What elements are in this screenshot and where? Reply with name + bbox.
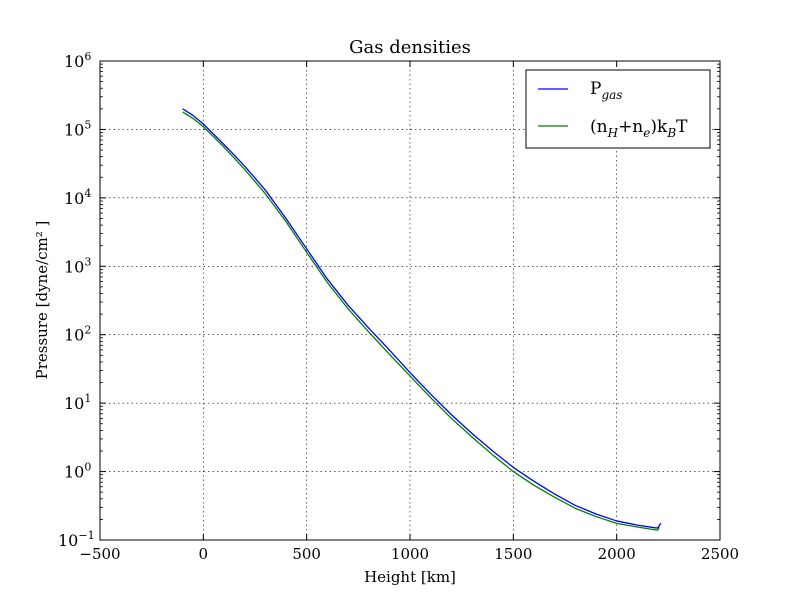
y-tick-label: 100	[64, 461, 91, 482]
y-tick-label: 101	[64, 392, 91, 413]
x-tick-label: 500	[292, 545, 321, 563]
x-tick-label: 2000	[598, 545, 636, 563]
series-line-0	[182, 108, 662, 529]
x-tick-label: 1000	[391, 545, 429, 563]
x-tick-label: 2500	[701, 545, 739, 563]
x-tick-labels: −500 0 500 1000 1500 2000 2500	[79, 545, 739, 563]
legend-label-nkt-p3: e	[643, 126, 650, 140]
y-tick-label: 103	[64, 255, 91, 276]
x-axis-label: Height [km]	[364, 568, 456, 586]
grid	[100, 61, 720, 540]
y-tick-label-exponent: 3	[84, 255, 91, 268]
y-tick-label: 105	[64, 118, 91, 139]
x-tick-label: 0	[199, 545, 209, 563]
y-tick-label: 104	[64, 187, 91, 208]
y-tick-label-exponent: 5	[84, 118, 91, 131]
y-tick-label-exponent: 1	[84, 392, 91, 405]
legend-label-nkt: (nH+ne)kBT	[590, 117, 688, 140]
legend-label-p-gas-main: P	[590, 79, 601, 99]
series-layer	[182, 108, 662, 531]
legend-box	[525, 69, 711, 149]
legend-label-nkt-p2: +n	[618, 117, 643, 137]
x-tick-label: 1500	[494, 545, 532, 563]
legend-label-nkt-p6: T	[676, 117, 688, 137]
legend-label-p-gas: Pgas	[590, 79, 622, 102]
legend-label-nkt-p1: H	[607, 126, 619, 140]
legend-label-p-gas-sub: gas	[601, 88, 622, 102]
y-axis-label: Pressure [dyne/cm² ]	[33, 221, 51, 380]
x-tick-label: −500	[79, 545, 120, 563]
y-tick-label-exponent: −1	[78, 529, 94, 542]
legend-label-nkt-p4: )k	[650, 117, 668, 137]
legend: Pgas (nH+ne)kBT	[525, 69, 711, 149]
y-tick-label-exponent: 2	[84, 324, 91, 337]
y-tick-label-exponent: 4	[84, 187, 91, 200]
series-line-1	[182, 111, 660, 531]
chart-title: Gas densities	[349, 37, 471, 58]
legend-label-nkt-p5: B	[666, 126, 676, 140]
y-tick-label-exponent: 6	[84, 50, 91, 63]
legend-label-nkt-p0: (n	[590, 117, 608, 137]
y-tick-label-exponent: 0	[84, 461, 91, 474]
y-tick-label: 106	[64, 50, 91, 71]
ticks	[99, 60, 721, 541]
y-tick-labels: 1 0 −1 100 101 102 103 104 105 106	[58, 50, 95, 550]
y-tick-label: 102	[64, 324, 91, 345]
